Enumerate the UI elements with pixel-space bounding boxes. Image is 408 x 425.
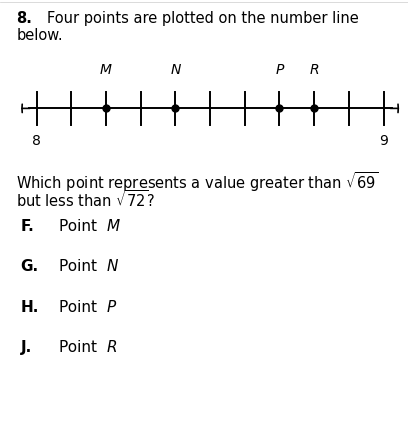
Text: Point: Point [59, 259, 102, 274]
Text: below.: below. [16, 28, 63, 42]
Text: Point: Point [59, 219, 102, 234]
Text: M: M [107, 219, 120, 234]
Text: M: M [100, 63, 112, 77]
Text: N: N [170, 63, 181, 77]
Text: G.: G. [20, 259, 38, 274]
Text: N: N [107, 259, 118, 274]
Text: R: R [107, 340, 118, 355]
Text: Which point represents a value greater than $\sqrt{69}$: Which point represents a value greater t… [16, 170, 379, 194]
Text: Point: Point [59, 300, 102, 314]
Text: F.: F. [20, 219, 34, 234]
Text: J.: J. [20, 340, 32, 355]
Text: Four points are plotted on the number line: Four points are plotted on the number li… [47, 11, 359, 26]
Text: but less than $\sqrt{72}$?: but less than $\sqrt{72}$? [16, 189, 156, 210]
Text: P: P [275, 63, 284, 77]
Text: R: R [309, 63, 319, 77]
Text: 8: 8 [32, 134, 41, 148]
Text: 8.: 8. [16, 11, 32, 26]
Text: P: P [107, 300, 116, 314]
Text: H.: H. [20, 300, 39, 314]
Text: 9: 9 [379, 134, 388, 148]
Text: Point: Point [59, 340, 102, 355]
